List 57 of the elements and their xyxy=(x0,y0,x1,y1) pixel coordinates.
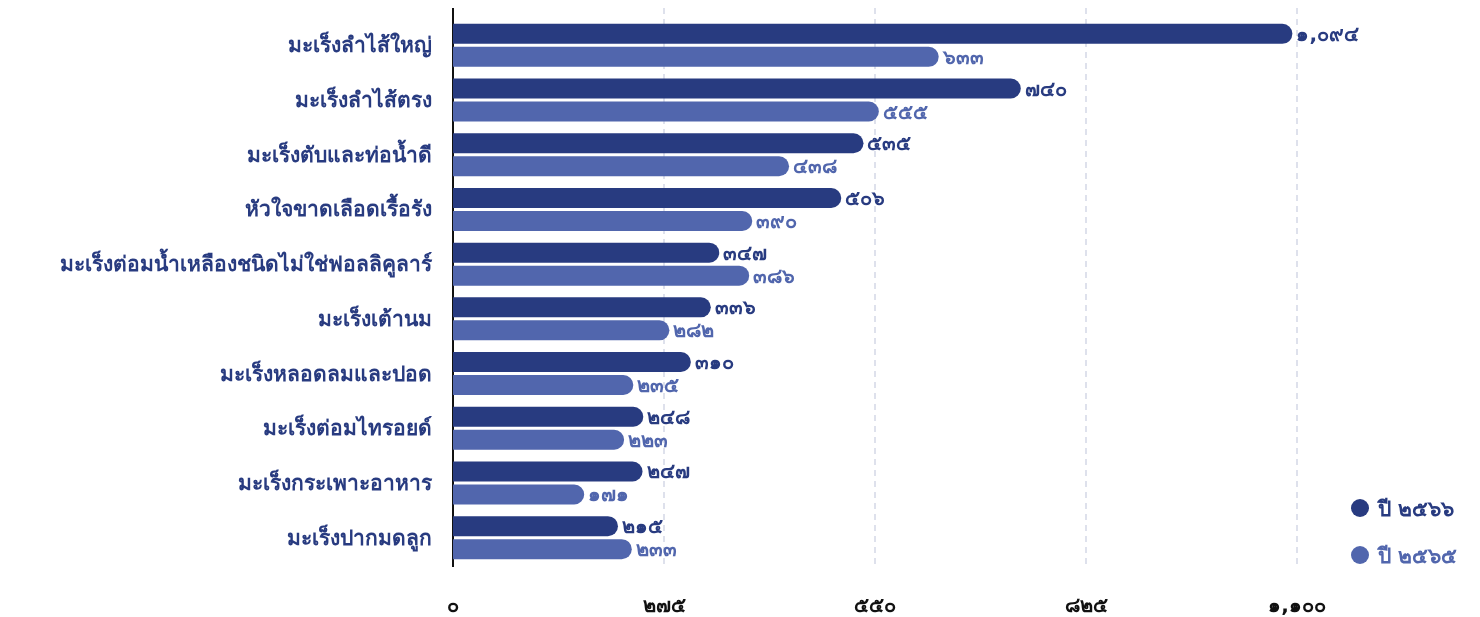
data-label: ๕๓๕ xyxy=(867,131,912,156)
x-tick-label: ๐ xyxy=(447,593,459,617)
data-label: ๓๓๖ xyxy=(714,295,756,320)
y-tick-label: มะเร็งต่อมน้ำเหลืองชนิดไม่ใช่ฟอลลิคูลาร์ xyxy=(60,248,433,279)
data-label: ๒๘๒ xyxy=(673,318,715,343)
data-label: ๕๐๖ xyxy=(845,185,886,210)
data-label: ๗๔๐ xyxy=(1024,76,1067,101)
bar xyxy=(453,406,644,427)
data-label: ๒๔๗ xyxy=(646,459,690,484)
y-tick-label: หัวใจขาดเลือดเรื้อรัง xyxy=(245,193,432,222)
data-label: ๒๑๕ xyxy=(621,514,663,539)
y-tick-label: มะเร็งตับและท่อน้ำดี xyxy=(247,138,432,167)
bar xyxy=(453,187,842,208)
y-tick-label: มะเร็งลำไส้ใหญ่ xyxy=(288,31,432,59)
data-label: ๑,๐๙๔ xyxy=(1296,21,1360,46)
bar xyxy=(453,516,618,537)
x-tick-label: ๒๗๕ xyxy=(642,593,686,617)
data-label: ๒๓๓ xyxy=(635,537,677,562)
y-tick-label: มะเร็งเต้านม xyxy=(318,304,432,331)
x-tick-label: ๕๕๐ xyxy=(854,593,896,617)
bar xyxy=(453,46,939,67)
bar xyxy=(453,133,864,154)
legend-label: ปี ๒๕๖๕ xyxy=(1376,544,1458,568)
y-tick-label: มะเร็งต่อมไทรอยด์ xyxy=(263,414,432,441)
bar xyxy=(453,352,691,373)
bar xyxy=(453,297,711,318)
y-tick-label: มะเร็งลำไส้ตรง xyxy=(295,86,432,113)
x-tick-label: ๘๒๕ xyxy=(1064,593,1108,617)
bar xyxy=(453,375,634,396)
x-tick-label: ๑,๑๐๐ xyxy=(1268,593,1326,617)
data-label: ๓๙๐ xyxy=(756,208,798,233)
y-tick-label: มะเร็งกระเพาะอาหาร xyxy=(238,468,433,495)
bar xyxy=(453,210,753,231)
bar xyxy=(453,429,625,450)
bar xyxy=(453,242,720,263)
y-tick-label: มะเร็งปากมดลูก xyxy=(287,523,432,552)
y-tick-label: มะเร็งหลอดลมและปอด xyxy=(220,359,432,386)
bar xyxy=(453,23,1293,44)
data-label: ๔๓๘ xyxy=(793,154,838,179)
data-label: ๒๒๓ xyxy=(628,427,669,452)
bar xyxy=(453,101,879,122)
data-label: ๓๑๐ xyxy=(694,350,734,375)
data-label: ๑๗๑ xyxy=(588,482,630,507)
bar xyxy=(453,156,790,177)
bar xyxy=(453,461,643,482)
data-label: ๒๓๕ xyxy=(637,373,680,398)
legend-label: ปี ๒๕๖๖ xyxy=(1376,497,1455,521)
data-label: ๒๔๘ xyxy=(647,404,691,429)
bar xyxy=(453,265,750,286)
data-label: ๓๔๗ xyxy=(723,240,768,265)
bar xyxy=(453,484,585,505)
bar xyxy=(453,78,1021,99)
data-label: ๓๘๖ xyxy=(753,263,796,288)
bar xyxy=(453,320,670,341)
data-label: ๖๓๓ xyxy=(941,44,984,69)
bar xyxy=(453,539,632,560)
data-label: ๕๕๕ xyxy=(882,99,928,124)
